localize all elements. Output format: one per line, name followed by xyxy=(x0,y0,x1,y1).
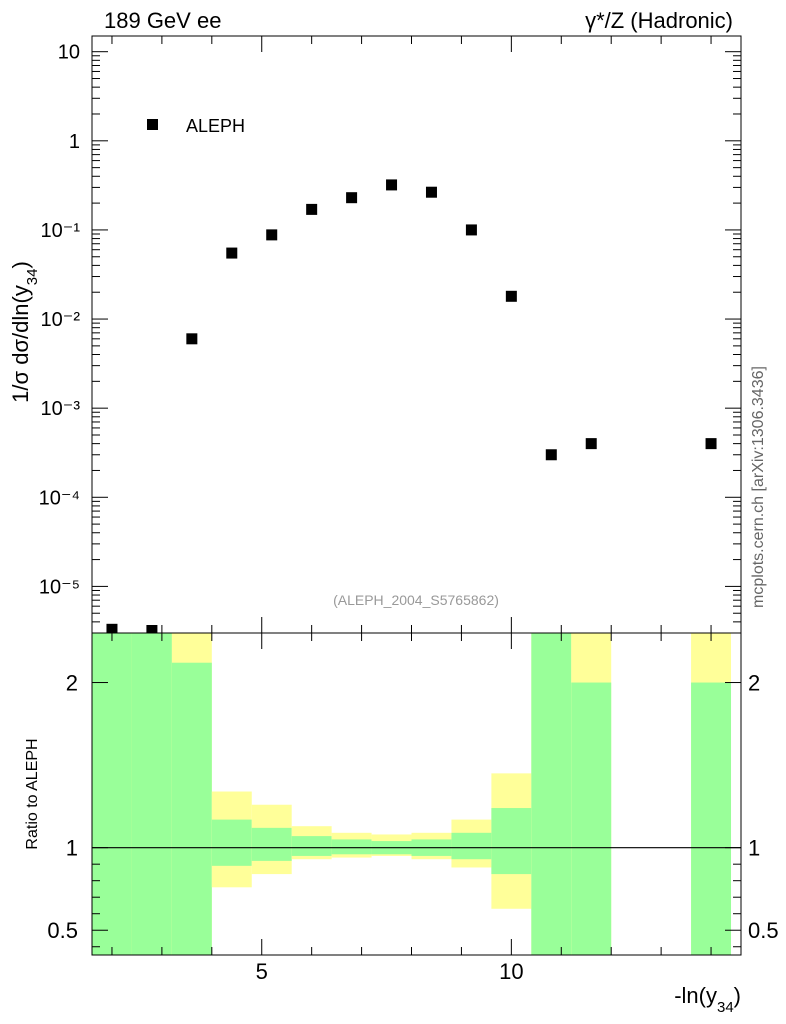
top-y-tick-label: 10⁻¹ xyxy=(41,220,81,242)
legend-marker xyxy=(147,119,158,130)
ratio-y-tick-label-right: 0.5 xyxy=(748,918,779,943)
ratio-plot-frame xyxy=(91,632,742,956)
ratio-band-inner xyxy=(92,633,132,955)
ratio-y-tick-labels: 0.5 0.5 1 1 2 2 xyxy=(47,671,778,944)
analysis-label: (ALEPH_2004_S5765862) xyxy=(333,592,499,608)
ratio-band-inner xyxy=(531,633,572,955)
data-point xyxy=(186,333,198,345)
data-point xyxy=(425,186,437,198)
legend-label-aleph: ALEPH xyxy=(186,116,245,136)
top-y-tick-label: 1 xyxy=(69,131,80,153)
ratio-band-inner xyxy=(691,682,732,955)
ratio-panel: 0.5 0.5 1 1 2 2 5 10 Ratio to ALEPH -ln(y34) xyxy=(24,632,779,1016)
data-point xyxy=(545,449,557,461)
ratio-y-tick-label: 1 xyxy=(66,836,78,861)
ratio-y-tick-label-right: 2 xyxy=(748,671,760,696)
data-point xyxy=(465,224,477,236)
data-point xyxy=(386,179,398,191)
ratio-y-axis-label: Ratio to ALEPH xyxy=(24,738,41,849)
x-axis-label: -ln(y34) xyxy=(674,983,741,1016)
ratio-band-inner xyxy=(491,808,532,875)
x-tick-label: 10 xyxy=(499,959,523,984)
top-axis-ticks xyxy=(92,36,741,634)
data-point xyxy=(106,623,118,635)
header-right-label: γ*/Z (Hadronic) xyxy=(585,8,733,33)
data-point xyxy=(226,247,238,259)
side-label: mcplots.cern.ch [arXiv:1306.3436] xyxy=(750,366,767,608)
top-y-tick-label: 10⁻³ xyxy=(41,398,81,420)
top-y-tick-label: 10⁻⁵ xyxy=(39,576,80,598)
ratio-band-inner xyxy=(571,682,612,955)
top-y-tick-label: 10 xyxy=(58,42,80,64)
ratio-band-inner xyxy=(451,832,492,860)
ratio-band-inner xyxy=(211,819,252,866)
ratio-band-inner xyxy=(131,633,172,955)
data-point xyxy=(585,438,597,450)
data-point xyxy=(266,229,278,241)
data-point xyxy=(705,438,717,450)
ratio-y-tick-label: 2 xyxy=(66,671,78,696)
ratio-y-tick-label-right: 1 xyxy=(748,836,760,861)
header-left-label: 189 GeV ee xyxy=(104,8,221,33)
ratio-x-tick-labels: 5 10 xyxy=(256,959,524,984)
data-point xyxy=(146,625,158,637)
ratio-band-inner xyxy=(171,662,212,955)
top-y-tick-label: 10⁻⁴ xyxy=(39,487,80,509)
data-point xyxy=(346,192,358,204)
top-y-tick-label: 10⁻² xyxy=(41,309,81,331)
top-data-points xyxy=(106,179,717,637)
ratio-y-tick-label: 0.5 xyxy=(47,918,78,943)
data-point xyxy=(306,203,318,215)
top-y-tick-labels: 10⁻⁵ 10⁻⁴ 10⁻³ 10⁻² 10⁻¹ 1 10 xyxy=(39,42,81,599)
ratio-band-inner xyxy=(291,836,332,856)
x-tick-label: 5 xyxy=(256,959,268,984)
top-y-axis-label: 1/σ dσ/dln(y34) xyxy=(8,261,41,403)
ratio-band-inner xyxy=(331,839,372,855)
ratio-axis-ticks xyxy=(92,633,741,955)
data-point xyxy=(505,290,517,302)
ratio-bands xyxy=(92,633,732,955)
ratio-band-inner xyxy=(251,827,292,861)
